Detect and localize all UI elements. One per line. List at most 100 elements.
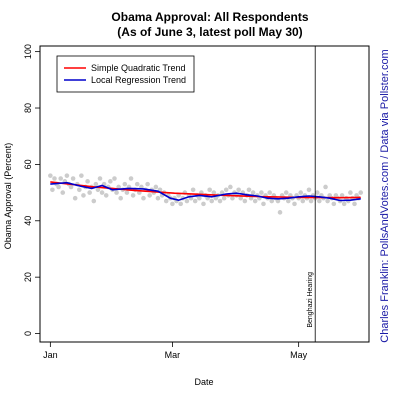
- poll-point: [269, 198, 275, 204]
- y-tick-label: 20: [23, 272, 33, 282]
- poll-point: [97, 176, 103, 181]
- poll-point: [190, 187, 196, 193]
- poll-point: [192, 198, 198, 204]
- poll-point: [145, 181, 150, 187]
- poll-point: [50, 187, 55, 193]
- poll-point: [81, 193, 86, 198]
- poll-point: [68, 184, 74, 190]
- poll-point: [72, 195, 78, 201]
- poll-point: [77, 187, 82, 193]
- poll-point: [207, 187, 212, 193]
- y-tick-label: 80: [23, 103, 33, 113]
- poll-point: [348, 190, 353, 195]
- poll-point: [267, 190, 272, 195]
- poll-point: [93, 181, 99, 187]
- y-tick-label: 0: [23, 331, 33, 336]
- poll-point: [99, 190, 105, 195]
- chart-title: Obama Approval: All Respondents: [111, 10, 308, 24]
- poll-point: [70, 176, 76, 181]
- legend: Simple Quadratic Trend Local Regression …: [56, 55, 195, 93]
- x-tick-label: May: [290, 350, 308, 360]
- poll-point: [277, 210, 283, 215]
- poll-point: [230, 195, 235, 201]
- poll-point: [259, 190, 264, 195]
- poll-point: [118, 195, 123, 201]
- poll-point: [298, 190, 304, 195]
- poll-point: [60, 190, 66, 195]
- y-tick-label: 40: [23, 216, 33, 226]
- poll-point: [184, 198, 190, 204]
- poll-point: [85, 179, 90, 184]
- local-regression-line: [50, 181, 361, 202]
- benghazi-label: Benghazi Hearing: [307, 272, 314, 328]
- benghazi-annotation: Benghazi Hearing: [307, 46, 316, 342]
- poll-point: [236, 187, 241, 193]
- x-tick-label: Jan: [43, 350, 58, 360]
- poll-point: [300, 198, 306, 204]
- poll-point: [130, 193, 136, 198]
- trend-lines: [50, 181, 361, 202]
- poll-point: [178, 201, 184, 207]
- poll-point: [58, 176, 63, 181]
- poll-point: [306, 187, 312, 193]
- chart-subtitle: (As of June 3, latest poll May 30): [117, 25, 302, 39]
- poll-point: [238, 195, 244, 201]
- poll-point: [352, 201, 357, 207]
- y-axis-label: Obama Approval (Percent): [3, 143, 13, 250]
- poll-point: [209, 198, 215, 204]
- poll-point: [292, 201, 297, 207]
- poll-point: [112, 176, 117, 181]
- poll-point: [221, 195, 227, 201]
- poll-point: [246, 187, 252, 193]
- poll-point: [56, 184, 61, 190]
- poll-point: [176, 193, 181, 198]
- poll-point: [197, 195, 202, 201]
- poll-point: [124, 190, 130, 195]
- poll-point: [87, 190, 92, 195]
- poll-point: [153, 184, 159, 190]
- poll-point: [275, 198, 281, 204]
- poll-point: [155, 195, 161, 201]
- poll-point: [223, 187, 229, 193]
- poll-point: [95, 187, 101, 193]
- poll-point: [283, 190, 289, 195]
- y-tick-label: 60: [23, 159, 33, 169]
- poll-point: [91, 198, 97, 204]
- poll-point: [308, 198, 314, 204]
- poll-point: [52, 176, 57, 181]
- poll-point: [325, 198, 330, 204]
- poll-point: [170, 201, 175, 207]
- legend-label-quadratic: Simple Quadratic Trend: [91, 63, 186, 73]
- poll-point: [250, 190, 256, 195]
- legend-box: [56, 55, 195, 93]
- poll-point: [128, 176, 134, 181]
- plot-frame: [39, 45, 370, 343]
- poll-point: [79, 173, 84, 178]
- chart-credit: Charles Franklin: PollsAndVotes.com / Da…: [379, 49, 391, 342]
- poll-point: [242, 198, 248, 204]
- poll-point: [341, 201, 347, 207]
- poll-point: [201, 201, 206, 207]
- poll-point: [116, 184, 121, 190]
- poll-point: [147, 193, 152, 198]
- y-axis: 0 20 40 60 80 100: [23, 44, 40, 336]
- poll-point: [339, 193, 345, 198]
- poll-point: [252, 198, 258, 204]
- poll-point: [261, 201, 266, 207]
- poll-point: [141, 195, 146, 201]
- poll-point: [219, 190, 225, 195]
- poll-point: [114, 190, 119, 195]
- poll-point: [48, 173, 53, 178]
- poll-point: [286, 198, 291, 204]
- poll-point: [314, 190, 320, 195]
- poll-point: [103, 193, 109, 198]
- poll-point: [217, 198, 223, 204]
- poll-point: [134, 181, 140, 187]
- poll-point: [331, 201, 337, 207]
- poll-point: [228, 184, 233, 190]
- poll-point: [317, 198, 322, 204]
- x-tick-label: Mar: [165, 350, 181, 360]
- poll-point: [211, 190, 217, 195]
- poll-point: [108, 179, 113, 184]
